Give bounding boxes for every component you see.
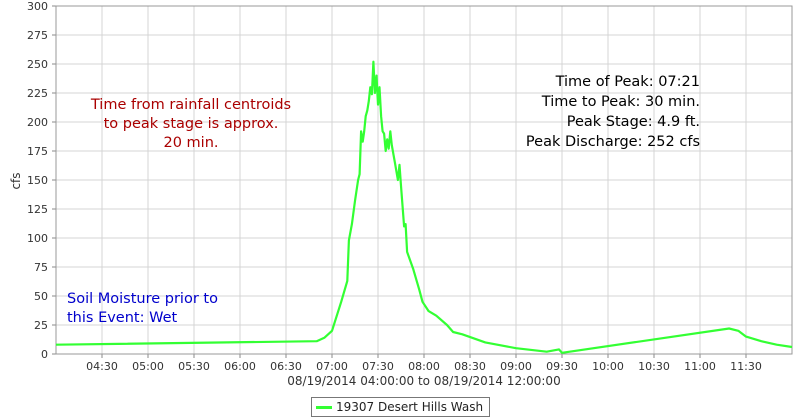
annotation-soil-moisture: Soil Moisture prior to this Event: Wet — [67, 291, 218, 326]
annotation-line: 20 min. — [163, 135, 218, 151]
x-tick-label: 09:30 — [546, 360, 578, 373]
annotation-peak-stats: Time of Peak: 07:21 Time to Peak: 30 min… — [526, 74, 700, 150]
y-tick-label: 100 — [27, 232, 48, 245]
axes — [52, 5, 793, 358]
chart: 0 25 50 75 100 125 150 175 200 225 250 275 300 04:30 0… — [9, 0, 793, 388]
annotation-line: Soil Moisture prior to — [67, 291, 218, 307]
x-tick-label: 06:30 — [270, 360, 302, 373]
y-tick-label: 150 — [27, 174, 48, 187]
x-tick-label: 07:00 — [316, 360, 348, 373]
tick-labels: 0 25 50 75 100 125 150 175 200 225 250 275 300 04:30 0… — [27, 0, 762, 373]
annotation-line: Time of Peak: 07:21 — [555, 74, 700, 90]
y-tick-label: 275 — [27, 29, 48, 42]
x-tick-label: 07:30 — [362, 360, 394, 373]
annotation-line: Time from rainfall centroids — [90, 97, 291, 113]
x-tick-label: 05:00 — [132, 360, 164, 373]
legend-label: 19307 Desert Hills Wash — [336, 400, 484, 414]
y-tick-label: 0 — [41, 348, 48, 361]
y-tick-label: 25 — [34, 319, 48, 332]
annotation-line: this Event: Wet — [67, 310, 178, 326]
series-line — [55, 60, 793, 354]
annotation-rainfall-centroid: Time from rainfall centroids to peak sta… — [90, 97, 291, 151]
plot-frame — [55, 5, 793, 355]
x-tick-label: 11:30 — [730, 360, 762, 373]
legend: 19307 Desert Hills Wash — [311, 397, 491, 417]
x-tick-label: 08:00 — [408, 360, 440, 373]
x-tick-label: 05:30 — [178, 360, 210, 373]
x-tick-label: 08:30 — [454, 360, 486, 373]
x-tick-label: 10:30 — [638, 360, 670, 373]
x-tick-label: 06:00 — [224, 360, 256, 373]
y-tick-label: 200 — [27, 116, 48, 129]
y-tick-label: 175 — [27, 145, 48, 158]
y-tick-label: 75 — [34, 261, 48, 274]
y-tick-label: 225 — [27, 87, 48, 100]
x-tick-label: 11:00 — [684, 360, 716, 373]
y-tick-label: 50 — [34, 290, 48, 303]
x-tick-label: 10:00 — [592, 360, 624, 373]
series-layer — [55, 60, 793, 354]
y-tick-label: 125 — [27, 203, 48, 216]
annotation-line: Peak Discharge: 252 cfs — [526, 134, 700, 150]
annotation-line: Time to Peak: 30 min. — [541, 94, 700, 110]
x-tick-label: 04:30 — [86, 360, 118, 373]
annotation-line: to peak stage is approx. — [104, 116, 279, 132]
x-axis-label: 08/19/2014 04:00:00 to 08/19/2014 12:00:… — [287, 374, 560, 388]
annotation-line: Peak Stage: 4.9 ft. — [567, 114, 700, 130]
y-tick-label: 300 — [27, 0, 48, 13]
y-axis-label: cfs — [9, 172, 23, 189]
x-tick-label: 09:00 — [500, 360, 532, 373]
y-tick-label: 250 — [27, 58, 48, 71]
legend-swatch — [316, 405, 332, 409]
